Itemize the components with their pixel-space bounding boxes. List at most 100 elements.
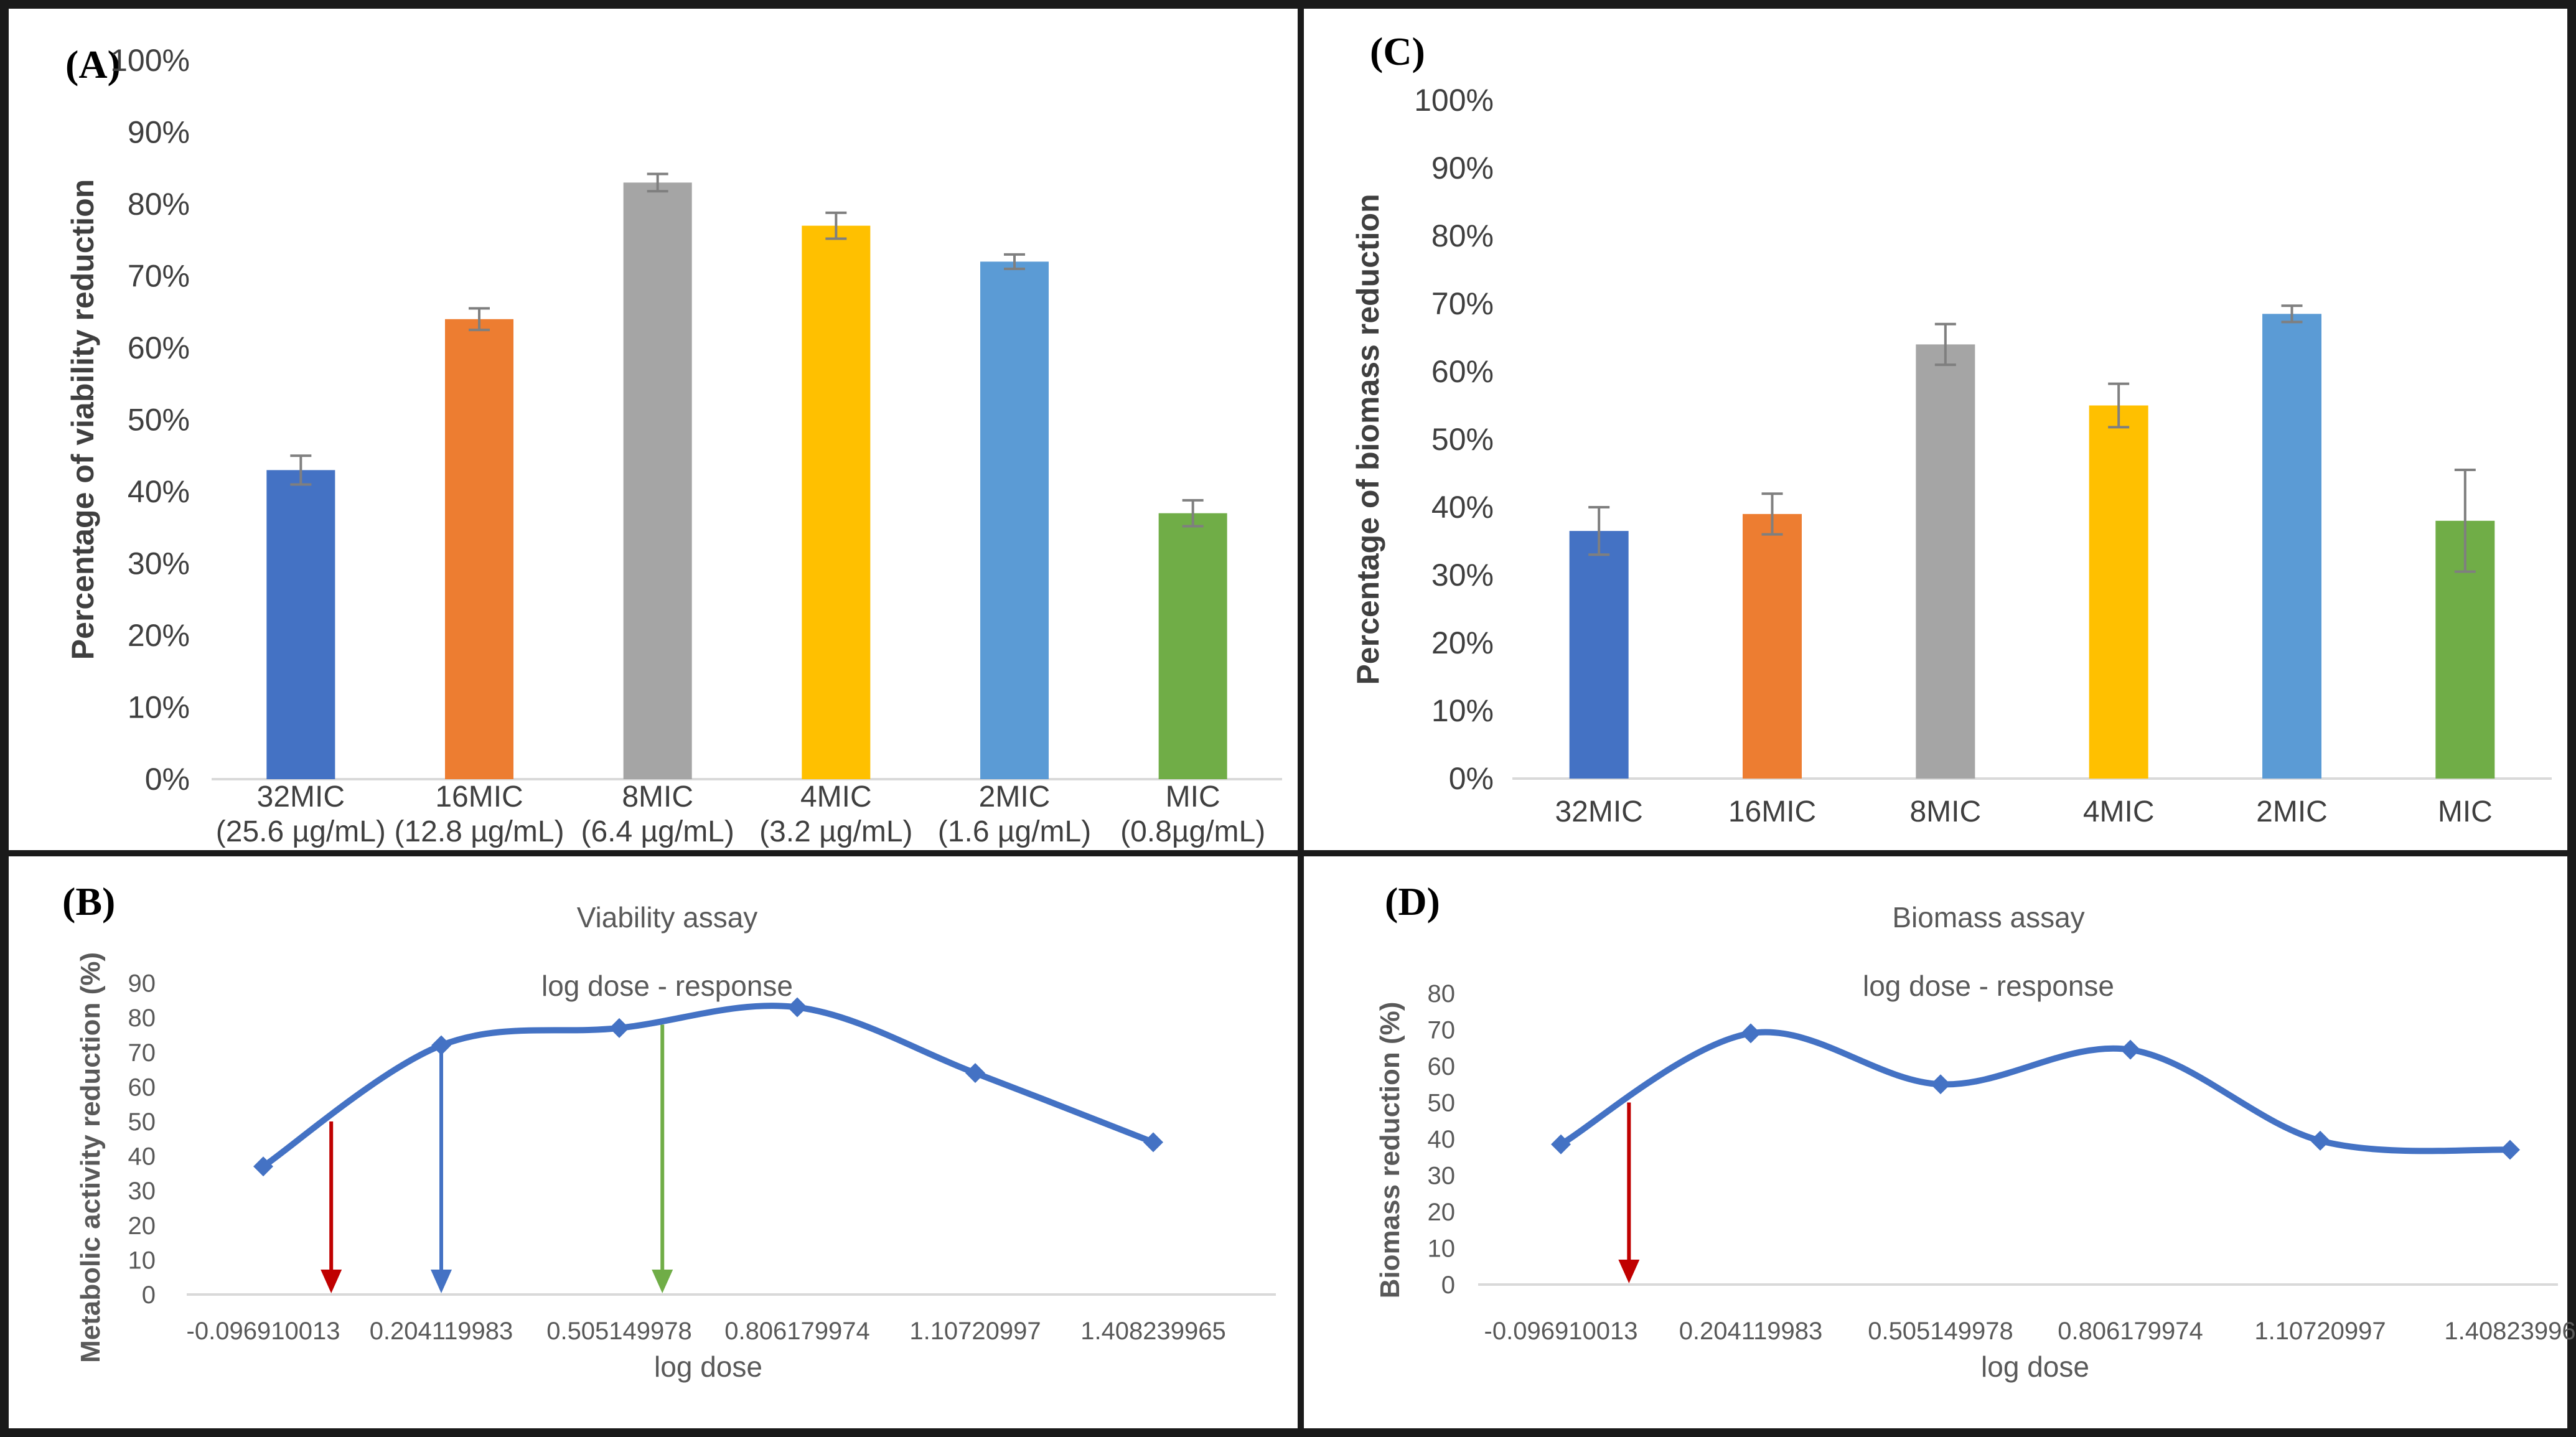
line-chart-biomass-dose-response: 0 10 20 30 40 50 60 70 80 -0.096910013 0.204119983… bbox=[1428, 980, 2576, 1345]
x-category-label: 16MIC bbox=[1728, 795, 1816, 828]
x-axis-title-log-dose-d: log dose bbox=[1981, 1350, 2089, 1383]
panel-label-d: (D) bbox=[1385, 879, 1440, 924]
y-tick-label: 10% bbox=[1431, 693, 1494, 728]
y-axis-title-metabolic-reduction: Metabolic activity reduction (%) bbox=[75, 952, 106, 1363]
x-tick-label: 0.204119983 bbox=[1679, 1318, 1823, 1345]
y-tick-label: 70% bbox=[128, 259, 190, 294]
x-category-sublabel: (6.4 µg/mL) bbox=[581, 815, 734, 848]
y-tick-label: 60% bbox=[1431, 354, 1494, 389]
blue-arrow-head bbox=[431, 1270, 452, 1293]
y-axis-title-viability: Percentage of viability reduction bbox=[65, 179, 100, 660]
y-tick-label: 70% bbox=[1431, 286, 1494, 321]
y-tick-label: 30% bbox=[128, 546, 190, 581]
x-tick-label: 1.10720997 bbox=[909, 1318, 1041, 1345]
y-tick-label: 0% bbox=[145, 762, 190, 797]
data-point-marker bbox=[787, 997, 807, 1018]
bar-32MIC bbox=[1569, 531, 1629, 779]
bar-chart-biomass: 0% 10% 20% 30% 40% 50% 60% 70% 80% 90% 100% 32MIC 16… bbox=[1414, 83, 2552, 828]
data-point-marker bbox=[1551, 1134, 1571, 1154]
chart-subtitle-viability-assay: log dose - response bbox=[541, 970, 793, 1002]
y-tick-label: 90 bbox=[128, 970, 156, 998]
green-arrow-head bbox=[652, 1270, 673, 1293]
y-tick-label: 80 bbox=[128, 1004, 156, 1032]
dose-response-curve bbox=[1558, 1029, 2513, 1154]
x-tick-label: 1.10720997 bbox=[2254, 1318, 2386, 1345]
y-tick-label: 20 bbox=[1428, 1199, 1456, 1226]
y-tick-label: 90% bbox=[1431, 151, 1494, 185]
y-tick-label: 0 bbox=[1441, 1271, 1455, 1299]
x-category-label: 16MIC bbox=[435, 780, 523, 813]
x-tick-label: 0.806179974 bbox=[724, 1318, 870, 1345]
data-point-marker bbox=[1143, 1132, 1163, 1153]
line-chart-viability-dose-response: 0 10 20 30 40 50 60 70 80 90 -0.096910013 0.2041199… bbox=[128, 970, 1276, 1345]
x-category-label: 4MIC bbox=[2083, 795, 2155, 828]
data-point-marker bbox=[2310, 1130, 2330, 1151]
y-tick-label: 100% bbox=[110, 43, 190, 78]
bar-16MIC bbox=[445, 319, 513, 779]
x-tick-label: 0.806179974 bbox=[2058, 1318, 2203, 1345]
x-category-sublabel: (12.8 µg/mL) bbox=[394, 815, 564, 848]
x-tick-label: 1.40823996 bbox=[2444, 1318, 2575, 1345]
x-tick-label: 0.505149978 bbox=[546, 1318, 692, 1345]
data-point-marker bbox=[1931, 1074, 1951, 1095]
x-category-sublabel: (1.6 µg/mL) bbox=[938, 815, 1091, 848]
y-tick-label: 20% bbox=[1431, 625, 1494, 660]
y-tick-label: 20% bbox=[128, 618, 190, 653]
y-tick-label: 0% bbox=[1449, 761, 1494, 796]
y-tick-label: 10 bbox=[1428, 1235, 1456, 1263]
x-category-label: 2MIC bbox=[2256, 795, 2328, 828]
bar-chart-viability: 0% 10% 20% 30% 40% 50% 60% 70% 80% 90% 100% 32MIC(2… bbox=[110, 43, 1282, 848]
chart-title-biomass-assay: Biomass assay bbox=[1892, 901, 2084, 934]
y-tick-label: 30 bbox=[1428, 1163, 1456, 1190]
y-tick-label: 60% bbox=[128, 330, 190, 365]
data-point-marker bbox=[2120, 1039, 2140, 1060]
y-tick-label: 100% bbox=[1414, 83, 1494, 118]
data-point-marker bbox=[965, 1063, 985, 1084]
x-category-label: 4MIC bbox=[800, 780, 872, 813]
vertical-divider bbox=[1298, 0, 1304, 1437]
bar-MIC bbox=[1158, 513, 1227, 779]
x-category-label: 2MIC bbox=[979, 780, 1051, 813]
y-tick-label: 50 bbox=[1428, 1090, 1456, 1117]
data-point-marker bbox=[609, 1018, 629, 1038]
y-tick-label: 60 bbox=[1428, 1053, 1456, 1080]
y-tick-label: 20 bbox=[128, 1212, 156, 1240]
y-tick-label: 90% bbox=[128, 115, 190, 150]
x-tick-label: 0.505149978 bbox=[1868, 1318, 2013, 1345]
x-category-label: 8MIC bbox=[622, 780, 693, 813]
y-tick-label: 80 bbox=[1428, 980, 1456, 1008]
bar-16MIC bbox=[1743, 513, 1802, 779]
panel-label-b: (B) bbox=[62, 879, 115, 924]
bar-4MIC bbox=[2089, 405, 2148, 779]
data-point-marker bbox=[2500, 1140, 2520, 1160]
y-tick-label: 80% bbox=[128, 187, 190, 222]
y-tick-label: 30% bbox=[1431, 558, 1494, 592]
y-tick-label: 40% bbox=[128, 474, 190, 509]
bar-4MIC bbox=[802, 225, 871, 779]
x-category-label: MIC bbox=[2438, 795, 2493, 828]
data-point-marker bbox=[1741, 1023, 1761, 1044]
y-tick-label: 60 bbox=[128, 1074, 156, 1101]
x-category-label: MIC bbox=[1166, 780, 1220, 813]
x-category-label: 32MIC bbox=[257, 780, 345, 813]
x-category-label: 8MIC bbox=[1909, 795, 1981, 828]
x-category-label: 32MIC bbox=[1555, 795, 1642, 828]
y-tick-label: 80% bbox=[1431, 218, 1494, 253]
y-tick-label: 50% bbox=[128, 403, 190, 438]
panel-label-c: (C) bbox=[1370, 29, 1425, 73]
y-tick-label: 70 bbox=[1428, 1017, 1456, 1044]
y-axis-title-biomass-reduction: Biomass reduction (%) bbox=[1375, 1002, 1405, 1299]
panel-label-a: (A) bbox=[65, 42, 121, 87]
y-tick-label: 40 bbox=[128, 1143, 156, 1171]
y-tick-label: 10% bbox=[128, 690, 190, 725]
y-tick-label: 40% bbox=[1431, 490, 1494, 525]
bar-32MIC bbox=[266, 470, 335, 779]
x-category-sublabel: (0.8µg/mL) bbox=[1120, 815, 1265, 848]
chart-subtitle-biomass-assay: log dose - response bbox=[1863, 970, 2114, 1002]
y-tick-label: 0 bbox=[142, 1281, 156, 1309]
horizontal-divider bbox=[0, 850, 2576, 856]
bar-2MIC bbox=[980, 261, 1049, 779]
